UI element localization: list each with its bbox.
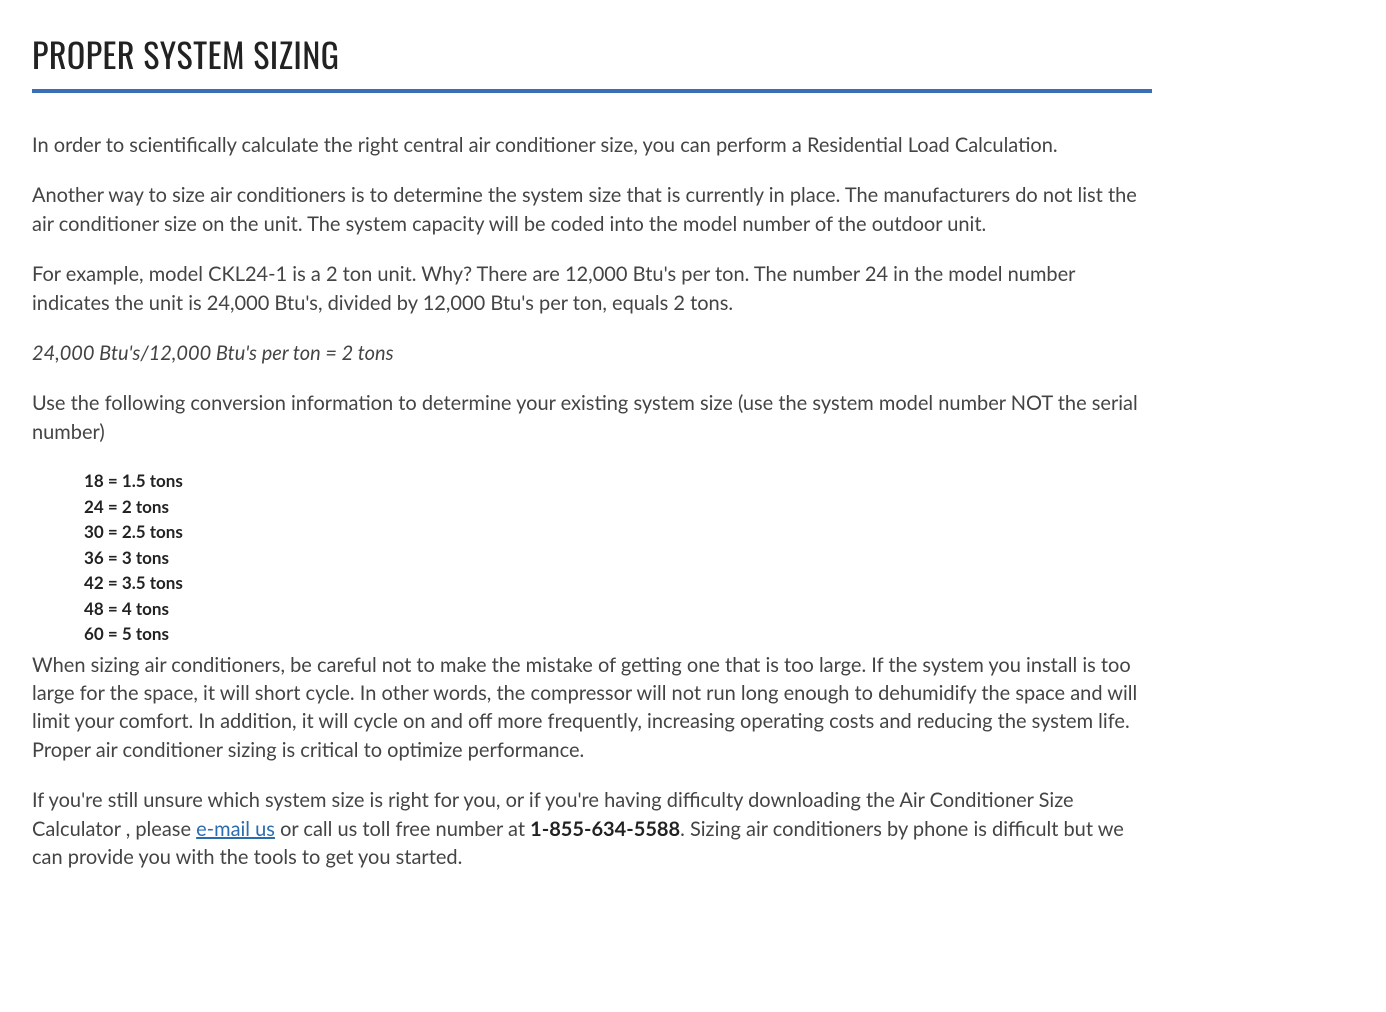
conversion-item: 30 = 2.5 tons: [84, 519, 1152, 545]
paragraph-conversion-intro: Use the following conversion information…: [32, 389, 1152, 446]
paragraph-warning-oversize: When sizing air conditioners, be careful…: [32, 651, 1152, 765]
paragraph-formula: 24,000 Btu's/12,000 Btu's per ton = 2 to…: [32, 339, 1152, 367]
conversion-item: 48 = 4 tons: [84, 596, 1152, 622]
conversion-item: 24 = 2 tons: [84, 494, 1152, 520]
conversion-list: 18 = 1.5 tons24 = 2 tons30 = 2.5 tons36 …: [84, 468, 1152, 647]
conversion-item: 18 = 1.5 tons: [84, 468, 1152, 494]
article-body: PROPER SYSTEM SIZING In order to scienti…: [32, 28, 1152, 871]
page-title: PROPER SYSTEM SIZING: [32, 28, 1152, 93]
paragraph-existing-system: Another way to size air conditioners is …: [32, 181, 1152, 238]
conversion-item: 42 = 3.5 tons: [84, 570, 1152, 596]
paragraph-contact: If you're still unsure which system size…: [32, 786, 1152, 871]
paragraph-intro: In order to scientifically calculate the…: [32, 131, 1152, 159]
conversion-item: 36 = 3 tons: [84, 545, 1152, 571]
paragraph-example: For example, model CKL24-1 is a 2 ton un…: [32, 260, 1152, 317]
phone-number: 1-855-634-5588: [530, 817, 680, 841]
conversion-item: 60 = 5 tons: [84, 621, 1152, 647]
contact-text-before-phone: or call us toll free number at: [275, 817, 530, 841]
email-us-link[interactable]: e-mail us: [196, 817, 275, 841]
